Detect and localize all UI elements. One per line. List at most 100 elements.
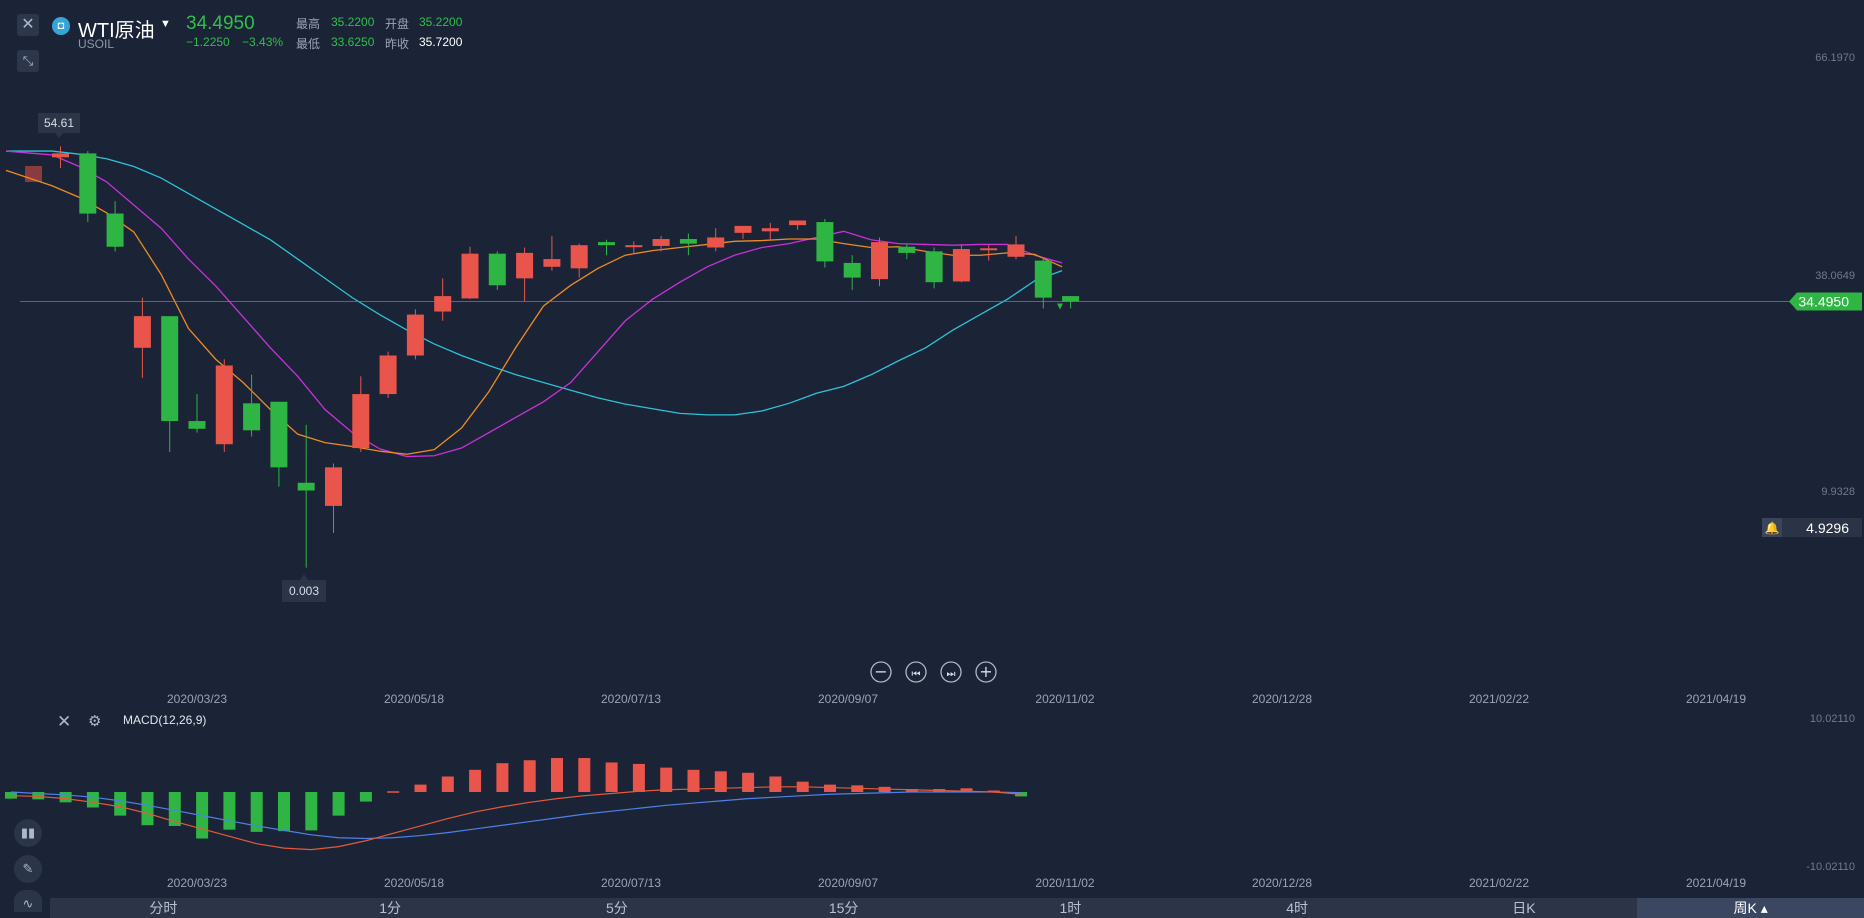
macd-axis-label: 10.02110: [1810, 713, 1855, 725]
candle-body: [734, 225, 752, 233]
x-axis-label: 2020/03/23: [167, 692, 227, 706]
macd-histogram-bar: [59, 792, 72, 803]
period-tab[interactable]: 5分: [605, 900, 628, 916]
macd-histogram-bar: [824, 784, 836, 792]
chart-zoom-controls: − ⏮ ⏭ +: [870, 661, 997, 683]
candle-body: [925, 251, 943, 283]
x-axis-label: 2020/12/28: [1252, 692, 1312, 706]
period-tab[interactable]: 日K: [1512, 900, 1536, 916]
collapse-arrows-icon: ⤡: [22, 53, 34, 68]
macd-histogram-bar: [960, 788, 973, 792]
candle-body: [652, 239, 670, 246]
macd-x-axis-label: 2020/05/18: [384, 876, 444, 890]
candle-body: [516, 252, 534, 279]
period-tab[interactable]: 15分: [828, 900, 859, 916]
prev-close-label: 昨收: [385, 37, 410, 51]
low-label: 最低: [296, 37, 321, 51]
draw-tool-button[interactable]: ✎: [14, 855, 42, 883]
zoom-in-icon: +: [979, 662, 992, 681]
candle-body: [106, 213, 124, 247]
low-annotation-label: 0.003: [289, 584, 319, 598]
candle-body: [1007, 244, 1025, 257]
bell-icon-glyph: 🔔: [1765, 521, 1780, 535]
candle-body: [406, 314, 424, 356]
skip-back-icon: ⏮: [912, 669, 921, 680]
macd-dea-line: [10, 791, 1022, 840]
period-tab[interactable]: 4时: [1286, 900, 1309, 916]
low-value: 33.6250: [331, 35, 375, 49]
macd-histogram-bar: [414, 784, 427, 792]
macd-histogram-bar: [660, 767, 673, 792]
candle-body: [871, 242, 888, 280]
alert-tag: [1762, 518, 1862, 537]
gear-icon: ⚙: [88, 713, 102, 730]
candle-body: [679, 239, 697, 244]
close-chart-button[interactable]: ✕: [17, 14, 39, 36]
skip-forward-icon: ⏭: [947, 669, 956, 680]
x-axis-label: 2021/02/22: [1469, 692, 1529, 706]
macd-x-axis-label: 2020/12/28: [1252, 876, 1312, 890]
ma-orange-line: [5, 169, 1063, 455]
symbol-name[interactable]: WTI原油: [78, 20, 155, 42]
x-axis-label: 2020/07/13: [601, 692, 661, 706]
macd-axis-label: -10.02110: [1806, 861, 1855, 873]
indicator-settings-button[interactable]: ⚙: [88, 712, 101, 730]
zoom-out-button[interactable]: [870, 661, 892, 683]
macd-chart[interactable]: 10.02110 -10.02110 2020/03/23 2020/05/18 202…: [5, 713, 1855, 890]
symbol-header: ✕ ⤡ ◘ WTI原油 ▼ USOIL 34.4950 −1.2250 −3.4…: [0, 0, 1864, 72]
low-annotation-box: [282, 580, 326, 602]
macd-histogram-bar: [523, 760, 536, 792]
candle-body: [215, 365, 233, 445]
indicator-button[interactable]: ∿: [14, 890, 42, 912]
high-value: 35.2200: [331, 15, 375, 29]
macd-title: MACD(12,26,9): [123, 713, 207, 727]
last-price: 34.4950: [186, 13, 255, 34]
candle-body: [543, 259, 561, 267]
chart-type-button[interactable]: ▮▮: [14, 819, 42, 847]
open-label: 开盘: [385, 17, 410, 31]
macd-histogram-bar: [551, 758, 563, 792]
candle-body: [188, 421, 206, 429]
macd-histogram-bar: [905, 789, 918, 792]
macd-histogram-bar: [605, 762, 618, 792]
zoom-in-button[interactable]: [975, 661, 997, 683]
period-tab[interactable]: 分时: [149, 900, 178, 916]
price-change: −1.2250: [186, 35, 230, 49]
macd-histogram-bar: [223, 792, 236, 830]
candles-icon: ▮▮: [20, 825, 36, 840]
candle-body: [707, 237, 725, 248]
macd-histogram-bar: [441, 776, 454, 792]
macd-histogram-bar: [632, 763, 645, 792]
period-tab[interactable]: 1时: [1059, 900, 1082, 916]
macd-histogram-bar: [387, 791, 400, 793]
low-annotation-pointer: [300, 574, 308, 580]
macd-histogram-bar: [769, 776, 782, 792]
macd-histogram-bar: [687, 769, 700, 792]
macd-x-axis-label: 2021/04/19: [1686, 876, 1746, 890]
macd-dif-line: [10, 786, 1022, 851]
candlestick-chart[interactable]: 66.1970 38.0649 9.9328 34.4950 🔔 4.9296 54.61 0…: [5, 52, 1862, 706]
period-tab[interactable]: 1分: [379, 900, 402, 916]
current-price-marker: [1057, 303, 1063, 310]
skip-forward-button[interactable]: [940, 661, 962, 683]
macd-histogram-bar: [714, 771, 727, 792]
period-tab[interactable]: 周K ▴: [1637, 898, 1864, 918]
candle-body: [761, 228, 779, 232]
current-price-tag: [1789, 292, 1862, 311]
close-indicator-button[interactable]: ✕: [57, 712, 71, 732]
candle-body: [379, 355, 397, 395]
price-change-pct: −3.43%: [242, 35, 284, 49]
macd-histogram-bar: [278, 792, 290, 832]
close-icon: ✕: [57, 712, 72, 731]
candle-body: [297, 482, 315, 491]
candle-body: [52, 153, 69, 158]
ma-cyan-line: [6, 150, 1063, 416]
skip-back-button[interactable]: [905, 661, 927, 683]
symbol-dropdown-caret-icon[interactable]: ▼: [160, 18, 171, 30]
fullscreen-button[interactable]: ⤡: [17, 50, 39, 72]
symbol-logo-icon: ◘: [52, 17, 70, 35]
candle-body: [325, 467, 342, 506]
candle-body: [352, 394, 370, 449]
high-annotation-box: [38, 113, 80, 133]
